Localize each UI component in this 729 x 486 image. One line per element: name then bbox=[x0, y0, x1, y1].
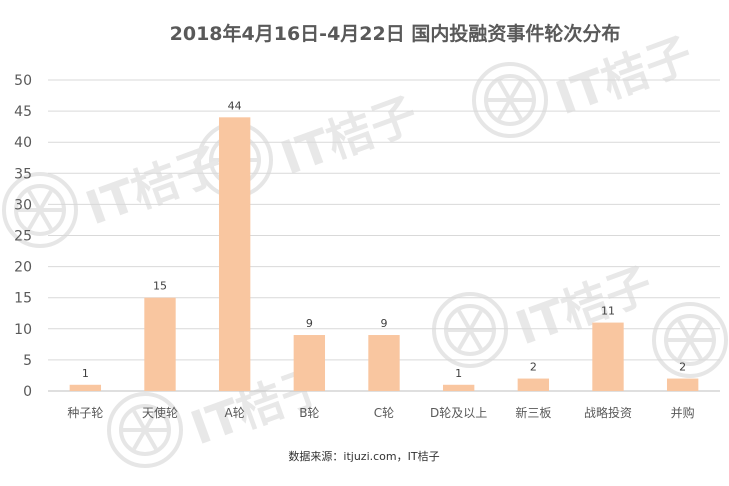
y-tick-label: 45 bbox=[14, 104, 32, 120]
watermark-text: IT桔子 bbox=[274, 87, 424, 186]
data-label: 1 bbox=[455, 367, 462, 380]
x-tick-label: A轮 bbox=[225, 406, 245, 420]
y-tick-label: 25 bbox=[14, 229, 32, 245]
y-tick-label: 15 bbox=[14, 291, 32, 307]
data-label: 15 bbox=[153, 280, 167, 293]
bar bbox=[144, 297, 176, 391]
watermark-text: IT桔子 bbox=[509, 257, 659, 356]
x-tick-label: C轮 bbox=[374, 406, 394, 420]
chart-title: 2018年4月16日-4月22日 国内投融资事件轮次分布 bbox=[170, 22, 621, 45]
x-tick-label: 并购 bbox=[671, 405, 695, 420]
y-tick-label: 5 bbox=[23, 353, 32, 369]
y-tick-label: 40 bbox=[14, 135, 32, 151]
watermark-logo: IT桔子 bbox=[2, 137, 229, 248]
watermark-logo: IT桔子 bbox=[432, 257, 659, 368]
bars bbox=[69, 117, 699, 391]
y-axis-ticks: 0 5 10 15 20 25 30 35 40 45 50 bbox=[14, 73, 32, 400]
x-tick-label: B轮 bbox=[299, 406, 319, 420]
data-label: 9 bbox=[306, 317, 313, 330]
bar bbox=[293, 335, 326, 391]
watermark-text: IT桔子 bbox=[79, 137, 229, 236]
bar bbox=[442, 384, 475, 391]
y-tick-label: 50 bbox=[14, 73, 32, 89]
data-labels: 1 15 44 9 9 1 2 11 2 bbox=[82, 99, 686, 379]
bar bbox=[368, 335, 400, 391]
data-label: 2 bbox=[530, 361, 537, 374]
data-label: 2 bbox=[679, 361, 686, 374]
data-label: 9 bbox=[381, 317, 388, 330]
bar bbox=[666, 378, 699, 391]
x-axis-categories: 种子轮 天使轮 A轮 B轮 C轮 D轮及以上 新三板 战略投资 并购 bbox=[67, 405, 694, 420]
x-tick-label: 天使轮 bbox=[142, 405, 178, 420]
data-label: 1 bbox=[82, 367, 89, 380]
y-tick-label: 35 bbox=[14, 166, 32, 182]
watermark-layer: IT桔子IT桔子IT桔子IT桔子IT桔子IT桔子 bbox=[2, 27, 729, 468]
x-tick-label: 新三板 bbox=[515, 405, 551, 420]
data-label: 11 bbox=[601, 305, 615, 318]
watermark-logo: IT桔子 bbox=[652, 267, 729, 378]
data-label: 44 bbox=[228, 99, 242, 112]
x-tick-label: 种子轮 bbox=[67, 406, 103, 420]
source-note: 数据来源：itjuzi.com，IT桔子 bbox=[288, 449, 439, 463]
bar bbox=[592, 322, 624, 391]
y-tick-label: 30 bbox=[14, 197, 32, 213]
bar bbox=[69, 384, 102, 391]
bar bbox=[517, 378, 550, 391]
y-tick-label: 0 bbox=[23, 384, 32, 400]
y-tick-label: 20 bbox=[14, 260, 32, 276]
y-tick-label: 10 bbox=[14, 322, 32, 338]
x-tick-label: 战略投资 bbox=[584, 405, 632, 420]
bar bbox=[218, 117, 251, 391]
x-tick-label: D轮及以上 bbox=[430, 406, 487, 420]
